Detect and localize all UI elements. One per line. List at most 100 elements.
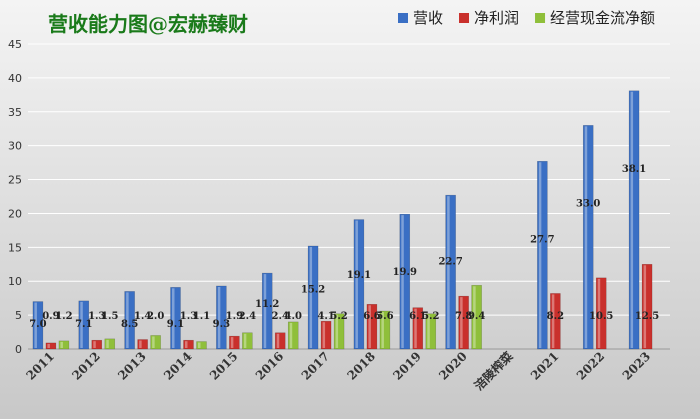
y-tick-label: 30 bbox=[8, 140, 22, 153]
legend-label: 营收 bbox=[413, 9, 443, 27]
bar-highlight bbox=[34, 302, 37, 348]
y-tick-label: 25 bbox=[8, 174, 22, 187]
data-label: 8.2 bbox=[547, 311, 564, 322]
bar-net-profit bbox=[137, 339, 148, 350]
data-label: 2.4 bbox=[272, 311, 289, 322]
bar-highlight bbox=[368, 305, 371, 348]
data-label: 1.4 bbox=[134, 311, 151, 322]
bar-cash-flow bbox=[242, 332, 253, 350]
data-label: 19.9 bbox=[393, 267, 417, 278]
bar-highlight bbox=[335, 314, 339, 348]
bar-revenue bbox=[32, 301, 44, 350]
bar-net-profit bbox=[412, 307, 424, 350]
data-label: 38.1 bbox=[622, 164, 646, 175]
data-label: 0.9 bbox=[42, 311, 59, 322]
data-label: 8.5 bbox=[121, 319, 138, 330]
data-label: 5.2 bbox=[422, 311, 439, 322]
bar-revenue bbox=[399, 213, 411, 350]
y-tick-label: 5 bbox=[15, 309, 22, 322]
bar-highlight bbox=[289, 322, 293, 348]
bar-cash-flow bbox=[150, 335, 161, 350]
bars bbox=[32, 90, 653, 350]
y-tick-label: 10 bbox=[8, 275, 22, 288]
data-label: 1.3 bbox=[180, 311, 197, 322]
bar-highlight bbox=[185, 341, 188, 348]
data-label: 1.5 bbox=[101, 311, 118, 322]
y-tick-label: 0 bbox=[15, 343, 22, 356]
data-label: 9.3 bbox=[213, 319, 230, 330]
bar-revenue bbox=[261, 272, 273, 350]
bar-revenue bbox=[445, 194, 456, 350]
bar-highlight bbox=[381, 312, 384, 348]
grid-lines bbox=[28, 43, 670, 350]
bar-net-profit bbox=[550, 293, 561, 350]
bar-highlight bbox=[230, 337, 234, 348]
bar-highlight bbox=[80, 301, 83, 348]
data-label: 27.7 bbox=[530, 235, 554, 246]
data-label: 22.7 bbox=[438, 256, 462, 267]
bar-net-profit bbox=[91, 339, 103, 350]
bar-net-profit bbox=[45, 342, 57, 350]
bar-highlight bbox=[60, 341, 63, 348]
legend: 营收 净利润 经营现金流净额 bbox=[398, 9, 655, 27]
bar-highlight bbox=[263, 274, 267, 348]
bar-highlight bbox=[152, 336, 155, 348]
data-label: 1.1 bbox=[193, 311, 210, 322]
data-label: 7.8 bbox=[455, 311, 472, 322]
bar-revenue bbox=[216, 285, 227, 350]
bar-highlight bbox=[551, 294, 555, 348]
bar-cash-flow bbox=[104, 338, 116, 350]
data-label: 6.1 bbox=[409, 311, 426, 322]
data-label: 10.5 bbox=[589, 311, 613, 322]
data-label: 11.2 bbox=[255, 299, 279, 310]
y-tick-label: 15 bbox=[8, 241, 22, 254]
bar-highlight bbox=[276, 333, 280, 348]
bar-highlight bbox=[401, 215, 404, 348]
bar-revenue bbox=[170, 287, 181, 350]
bar-highlight bbox=[597, 278, 601, 348]
bar-revenue bbox=[537, 161, 548, 350]
bar-highlight bbox=[243, 333, 247, 348]
bar-net-profit bbox=[595, 277, 607, 350]
bar-net-profit bbox=[274, 332, 286, 350]
data-label: 4.0 bbox=[285, 311, 302, 322]
bar-revenue bbox=[124, 291, 135, 350]
bar-cash-flow bbox=[287, 321, 299, 350]
legend-swatch bbox=[398, 13, 408, 23]
bar-revenue bbox=[582, 125, 594, 350]
bar-cash-flow bbox=[471, 285, 482, 350]
bar-cash-flow bbox=[58, 340, 70, 350]
bar-highlight bbox=[139, 340, 142, 348]
bar-highlight bbox=[355, 220, 358, 348]
bar-net-profit bbox=[320, 320, 332, 350]
bar-highlight bbox=[322, 322, 326, 348]
data-label: 2.4 bbox=[239, 311, 256, 322]
bar-highlight bbox=[460, 297, 463, 348]
legend-label: 经营现金流净额 bbox=[550, 9, 655, 27]
legend-swatch bbox=[459, 13, 470, 23]
bar-highlight bbox=[172, 288, 175, 348]
bar-highlight bbox=[47, 343, 50, 348]
data-label: 7.1 bbox=[75, 319, 92, 330]
data-label: 19.1 bbox=[347, 270, 371, 281]
data-label: 1.9 bbox=[226, 311, 243, 322]
bar-revenue bbox=[78, 300, 90, 350]
bar-highlight bbox=[473, 286, 476, 348]
data-labels: 7.00.91.27.11.31.58.51.42.09.11.31.19.31… bbox=[29, 164, 659, 330]
bar-revenue bbox=[307, 245, 319, 350]
y-tick-label: 40 bbox=[8, 72, 22, 85]
bar-cash-flow bbox=[425, 313, 437, 350]
data-label: 5.2 bbox=[330, 311, 347, 322]
bar-highlight bbox=[106, 339, 109, 348]
chart-title: 营收能力图@宏赫臻财 bbox=[48, 12, 248, 36]
bar-cash-flow bbox=[196, 341, 207, 350]
bar-highlight bbox=[630, 91, 634, 349]
bar-highlight bbox=[93, 341, 96, 348]
legend-label: 净利润 bbox=[474, 9, 519, 27]
data-label: 1.3 bbox=[88, 311, 105, 322]
bar-revenue bbox=[628, 90, 640, 350]
bar-highlight bbox=[643, 265, 647, 348]
data-label: 4.1 bbox=[317, 311, 334, 322]
